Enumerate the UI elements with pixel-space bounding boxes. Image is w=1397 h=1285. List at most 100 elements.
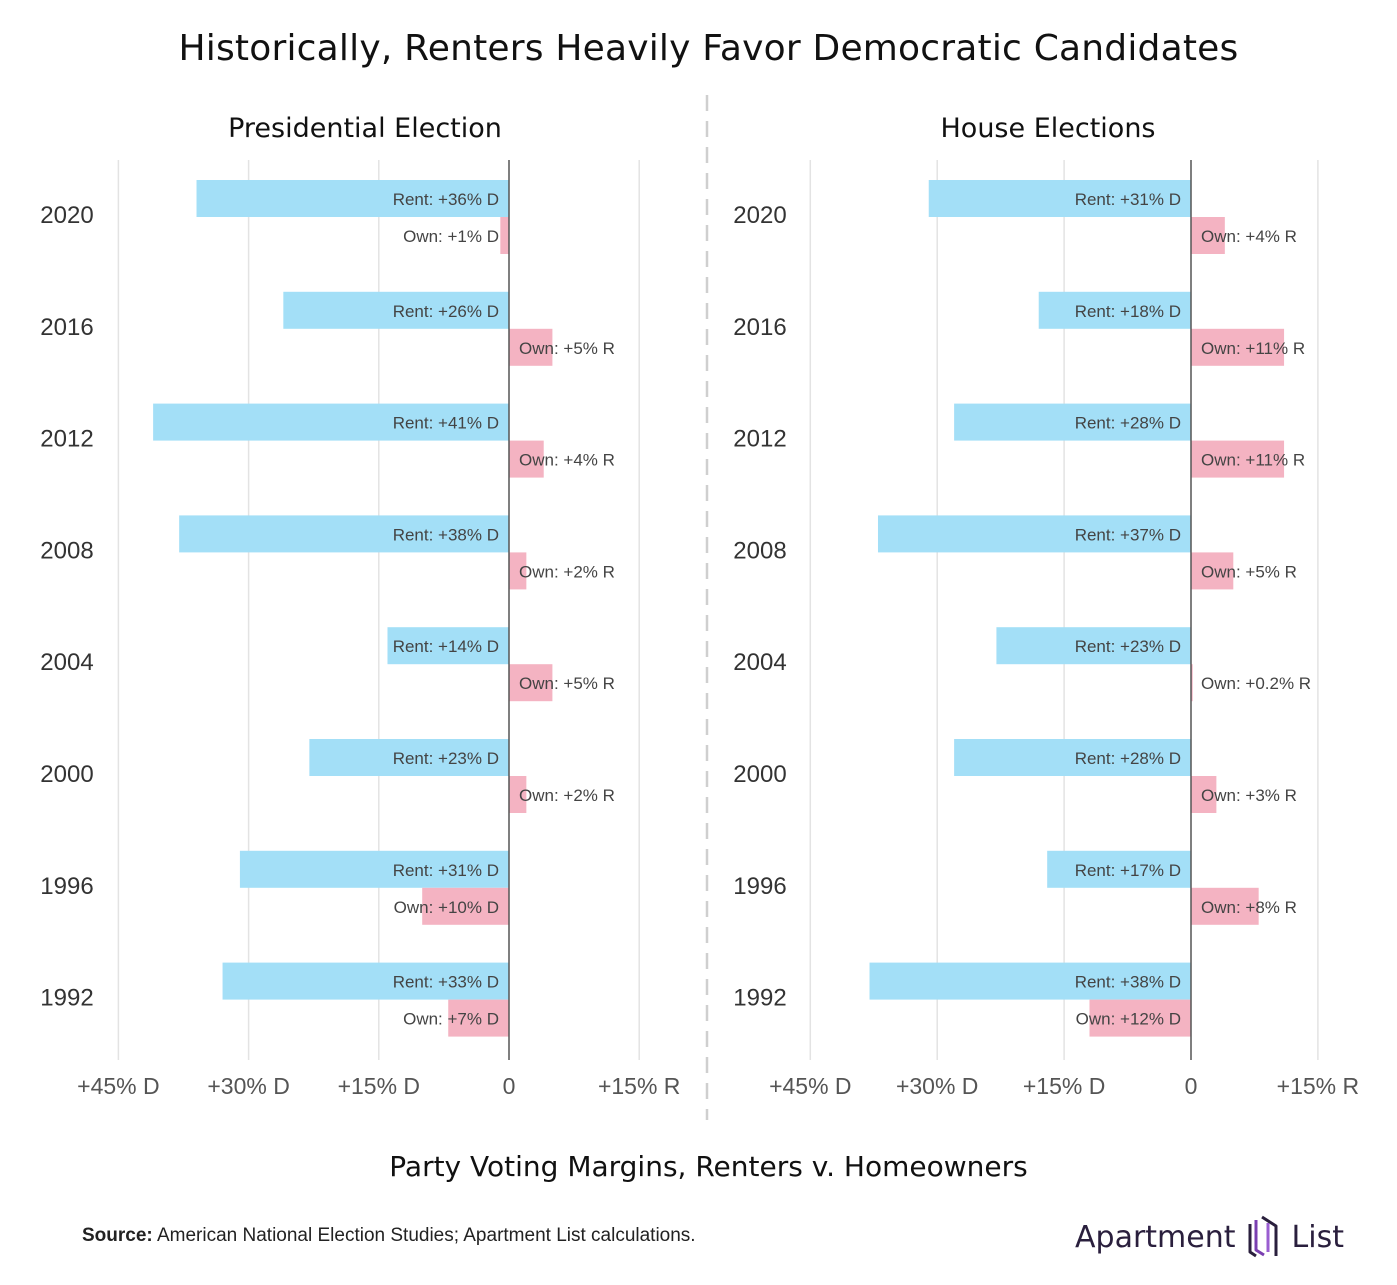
rent-data-label: Rent: +23% D [1075,637,1181,656]
x-tick-label: 0 [1185,1073,1198,1099]
x-tick-label: 0 [503,1073,516,1099]
rent-data-label: Rent: +28% D [1075,749,1181,768]
rent-bar [153,403,509,441]
own-bar [509,776,527,813]
rent-data-label: Rent: +31% D [1075,190,1181,209]
own-bar [1191,217,1225,254]
rent-data-label: Rent: +36% D [393,190,499,209]
own-data-label: Own: +4% R [519,451,615,470]
apartment-list-logo-icon [1248,1215,1278,1258]
source-label: Source: [82,1225,153,1246]
rent-data-label: Rent: +28% D [1075,414,1181,433]
rent-bar [387,627,509,665]
panel-title: Presidential Election [228,113,502,144]
rent-bar [1038,291,1191,329]
own-data-label: Own: +7% D [403,1010,499,1029]
own-data-label: Own: +10% D [394,898,499,917]
rent-bar [239,850,510,888]
own-bar [1089,999,1191,1037]
presidential-panel: Presidential Election 2020 Rent: +36% D Own… [40,113,680,1099]
rent-bar [954,739,1191,776]
year-label: 1992 [733,985,786,1012]
own-bar [500,217,509,254]
rent-data-label: Rent: +23% D [393,749,499,768]
chart-title: Historically, Renters Heavily Favor Demo… [178,28,1239,69]
rent-bar [179,515,509,553]
rent-bar [309,739,509,776]
rent-data-label: Rent: +31% D [393,861,499,880]
own-bar [509,664,553,702]
own-data-label: Own: +3% R [1201,786,1297,805]
rent-bar [869,962,1191,1000]
rent-data-label: Rent: +37% D [1075,525,1181,544]
own-bar [448,999,509,1037]
x-tick-label: +15% R [598,1073,680,1099]
own-data-label: Own: +2% R [519,562,615,581]
rent-bar [954,403,1191,441]
source-text: American National Election Studies; Apar… [156,1225,696,1246]
x-tick-label: +30% D [207,1073,289,1099]
rent-bar [1047,850,1191,888]
x-tick-label: +15% D [338,1073,420,1099]
logo-text-right: List [1291,1219,1344,1255]
rent-data-label: Rent: +41% D [393,414,499,433]
apartment-list-logo: Apartment List [1075,1212,1344,1262]
year-label: 2004 [733,649,786,676]
own-data-label: Own: +5% R [1201,562,1297,581]
own-bar [1191,328,1285,366]
own-bar [1191,440,1285,478]
own-data-label: Own: +0.2% R [1201,674,1311,693]
year-label: 2012 [40,426,93,453]
source-note: Source: American National Election Studi… [82,1225,696,1247]
rent-data-label: Rent: +17% D [1075,861,1181,880]
rent-bar [196,180,509,217]
rent-data-label: Rent: +14% D [393,637,499,656]
own-bar [509,328,553,366]
year-label: 2008 [40,537,93,564]
own-data-label: Own: +11% R [1201,339,1305,358]
own-data-label: Own: +5% R [519,674,615,693]
own-data-label: Own: +2% R [519,786,615,805]
year-label: 2008 [733,537,786,564]
x-tick-label: +30% D [896,1073,978,1099]
own-data-label: Own: +1% D [403,227,499,246]
rent-data-label: Rent: +38% D [1075,973,1181,992]
own-bar [1191,664,1193,702]
own-data-label: Own: +8% R [1201,898,1297,917]
year-label: 2000 [40,761,93,788]
year-label: 2020 [733,202,786,229]
own-bar [509,552,527,590]
year-label: 1992 [40,985,93,1012]
year-label: 2012 [733,426,786,453]
rent-bar [283,291,509,329]
year-label: 2004 [40,649,93,676]
own-data-label: Own: +11% R [1201,451,1305,470]
own-bar [509,440,544,478]
year-label: 2020 [40,202,93,229]
own-bar [1191,887,1259,925]
rent-bar [928,180,1191,217]
rent-bar [996,627,1191,665]
year-label: 2016 [733,314,786,341]
own-data-label: Own: +4% R [1201,227,1297,246]
x-tick-label: +15% D [1023,1073,1105,1099]
own-bar [1191,552,1234,590]
own-bar [422,887,509,925]
logo-text-left: Apartment [1075,1219,1236,1255]
rent-data-label: Rent: +33% D [393,973,499,992]
rent-bar [222,962,509,1000]
panel-title: House Elections [941,113,1156,144]
year-label: 1996 [733,873,786,900]
rent-data-label: Rent: +26% D [393,302,499,321]
year-label: 2000 [733,761,786,788]
x-axis-label: Party Voting Margins, Renters v. Homeown… [389,1150,1028,1183]
house-panel: House Elections 2020 Rent: +31% D Own: +4% … [733,113,1359,1099]
own-data-label: Own: +5% R [519,339,615,358]
rent-data-label: Rent: +38% D [393,525,499,544]
own-bar [1191,776,1217,813]
x-tick-label: +15% R [1277,1073,1359,1099]
year-label: 2016 [40,314,93,341]
x-tick-label: +45% D [769,1073,851,1099]
year-label: 1996 [40,873,93,900]
